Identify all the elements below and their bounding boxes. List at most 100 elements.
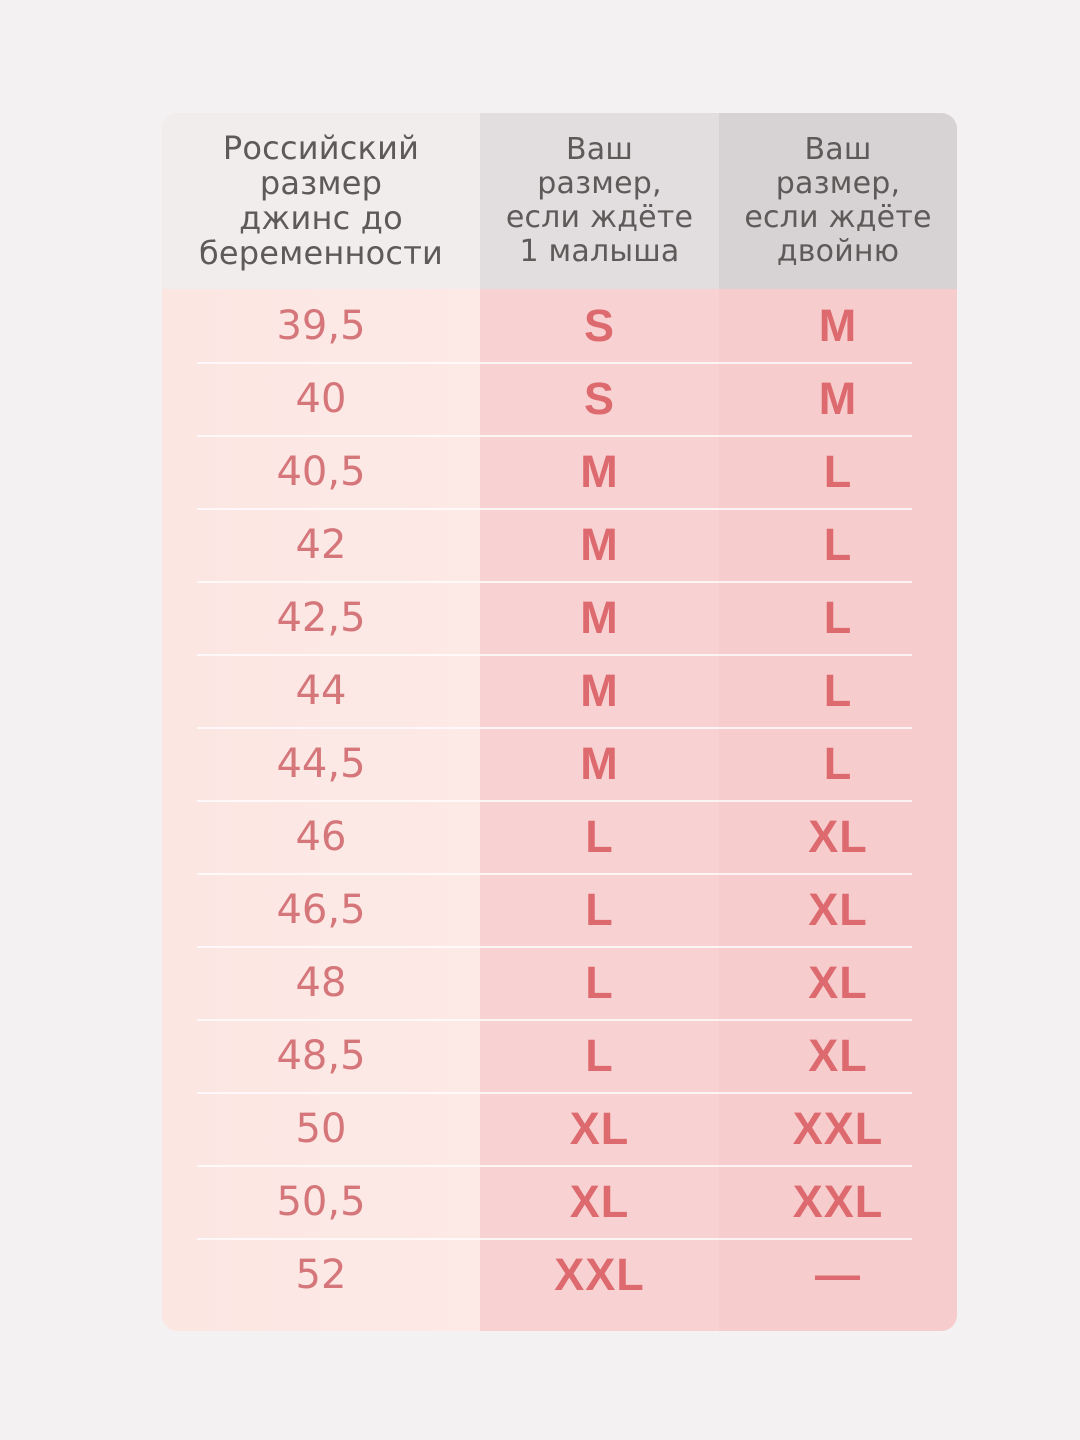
ru-size-cell: 48 — [162, 946, 480, 1019]
single-baby-size-cell: XL — [480, 1165, 719, 1238]
header-single-baby-label: Ваш размер, если ждёте 1 малыша — [505, 132, 694, 269]
table-row: 44 M L — [162, 654, 957, 727]
twins-size-cell: L — [719, 508, 957, 581]
ru-size-cell: 46,5 — [162, 873, 480, 946]
single-baby-size-cell-value: L — [585, 810, 614, 862]
twins-size-cell: — — [719, 1238, 957, 1311]
ru-size-cell: 50,5 — [162, 1165, 480, 1238]
twins-size-cell: XL — [719, 1019, 957, 1092]
ru-size-cell-value: 50 — [295, 1105, 347, 1152]
single-baby-size-cell: M — [480, 435, 719, 508]
twins-size-cell: XL — [719, 800, 957, 873]
twins-size-cell: L — [719, 727, 957, 800]
ru-size-cell: 44,5 — [162, 727, 480, 800]
single-baby-size-cell-value: L — [585, 883, 614, 935]
twins-size-cell-value: XL — [808, 1029, 868, 1081]
single-baby-size-cell: L — [480, 873, 719, 946]
ru-size-cell-value: 48,5 — [276, 1032, 366, 1079]
twins-size-cell: M — [719, 289, 957, 362]
single-baby-size-cell-value: M — [580, 664, 619, 716]
ru-size-cell: 50 — [162, 1092, 480, 1165]
twins-size-cell-value: L — [823, 518, 853, 570]
header-ru-size-label: Российский размер джинс до беременности — [198, 129, 444, 272]
single-baby-size-cell-value: XL — [569, 1175, 630, 1227]
twins-size-cell-value: XL — [808, 810, 868, 862]
ru-size-cell-value: 44,5 — [276, 740, 366, 787]
table-row: 46 L XL — [162, 800, 957, 873]
twins-size-cell: L — [719, 435, 957, 508]
ru-size-cell-value: 44 — [295, 667, 347, 714]
ru-size-cell: 48,5 — [162, 1019, 480, 1092]
twins-size-cell-value: M — [818, 372, 858, 424]
header-twins: Ваш размер, если ждёте двойню — [719, 113, 957, 289]
ru-size-cell-value: 42 — [295, 521, 347, 568]
table-row: 50,5 XL XXL — [162, 1165, 957, 1238]
table-row: 40 S M — [162, 362, 957, 435]
single-baby-size-cell: L — [480, 1019, 719, 1092]
ru-size-cell-value: 42,5 — [276, 594, 366, 641]
single-baby-size-cell-value: M — [580, 737, 619, 789]
column-ru-size-background — [162, 113, 480, 1331]
twins-size-cell-value: L — [823, 664, 853, 716]
single-baby-size-cell: XXL — [480, 1238, 719, 1311]
column-single-background — [480, 113, 719, 1331]
single-baby-size-cell: S — [480, 289, 719, 362]
single-baby-size-cell: S — [480, 362, 719, 435]
header-ru-size: Российский размер джинс до беременности — [162, 113, 480, 289]
twins-size-cell-value: — — [815, 1248, 861, 1300]
single-baby-size-cell: M — [480, 581, 719, 654]
size-table-body: 39,5 S M 40 S M 40,5 M L 42 M L 42,5 M L 44 M L 44,5 M L 46 L X… — [162, 289, 957, 1311]
twins-size-cell-value: XL — [808, 883, 868, 935]
table-row: 39,5 S M — [162, 289, 957, 362]
single-baby-size-cell-value: L — [585, 956, 614, 1008]
single-baby-size-cell-value: M — [580, 591, 619, 643]
ru-size-cell: 40,5 — [162, 435, 480, 508]
table-row: 50 XL XXL — [162, 1092, 957, 1165]
twins-size-cell: L — [719, 581, 957, 654]
twins-size-cell-value: XXL — [792, 1102, 884, 1154]
ru-size-cell: 39,5 — [162, 289, 480, 362]
single-baby-size-cell: XL — [480, 1092, 719, 1165]
single-baby-size-cell: M — [480, 508, 719, 581]
ru-size-cell: 42,5 — [162, 581, 480, 654]
table-row: 48 L XL — [162, 946, 957, 1019]
single-baby-size-cell: M — [480, 727, 719, 800]
single-baby-size-cell-value: S — [583, 372, 615, 424]
twins-size-cell: XXL — [719, 1165, 957, 1238]
table-row: 48,5 L XL — [162, 1019, 957, 1092]
ru-size-cell-value: 46 — [295, 813, 347, 860]
table-row: 44,5 M L — [162, 727, 957, 800]
table-row: 42 M L — [162, 508, 957, 581]
single-baby-size-cell-value: M — [580, 445, 619, 497]
twins-size-cell-value: L — [823, 445, 853, 497]
column-twins-background — [719, 113, 957, 1331]
single-baby-size-cell-value: S — [583, 299, 615, 351]
ru-size-cell: 46 — [162, 800, 480, 873]
single-baby-size-cell: L — [480, 946, 719, 1019]
twins-size-cell: M — [719, 362, 957, 435]
table-row: 46,5 L XL — [162, 873, 957, 946]
twins-size-cell-value: L — [823, 591, 853, 643]
ru-size-cell: 42 — [162, 508, 480, 581]
header-twins-label: Ваш размер, если ждёте двойню — [744, 132, 932, 269]
ru-size-cell-value: 48 — [295, 959, 347, 1006]
ru-size-cell-value: 50,5 — [276, 1178, 366, 1225]
ru-size-cell-value: 39,5 — [276, 302, 366, 349]
table-row: 40,5 M L — [162, 435, 957, 508]
size-chart-card: Российский размер джинс до беременности … — [162, 113, 957, 1331]
ru-size-cell-value: 40 — [295, 375, 347, 422]
single-baby-size-cell-value: L — [585, 1029, 614, 1081]
twins-size-cell: XXL — [719, 1092, 957, 1165]
ru-size-cell-value: 40,5 — [276, 448, 366, 495]
ru-size-cell-value: 46,5 — [276, 886, 366, 933]
header-single-baby: Ваш размер, если ждёте 1 малыша — [480, 113, 719, 289]
twins-size-cell: XL — [719, 873, 957, 946]
ru-size-cell: 44 — [162, 654, 480, 727]
twins-size-cell-value: L — [823, 737, 853, 789]
single-baby-size-cell-value: M — [580, 518, 619, 570]
table-row: 52 XXL — — [162, 1238, 957, 1311]
single-baby-size-cell: L — [480, 800, 719, 873]
twins-size-cell: L — [719, 654, 957, 727]
ru-size-cell: 52 — [162, 1238, 480, 1311]
twins-size-cell-value: XXL — [792, 1175, 884, 1227]
